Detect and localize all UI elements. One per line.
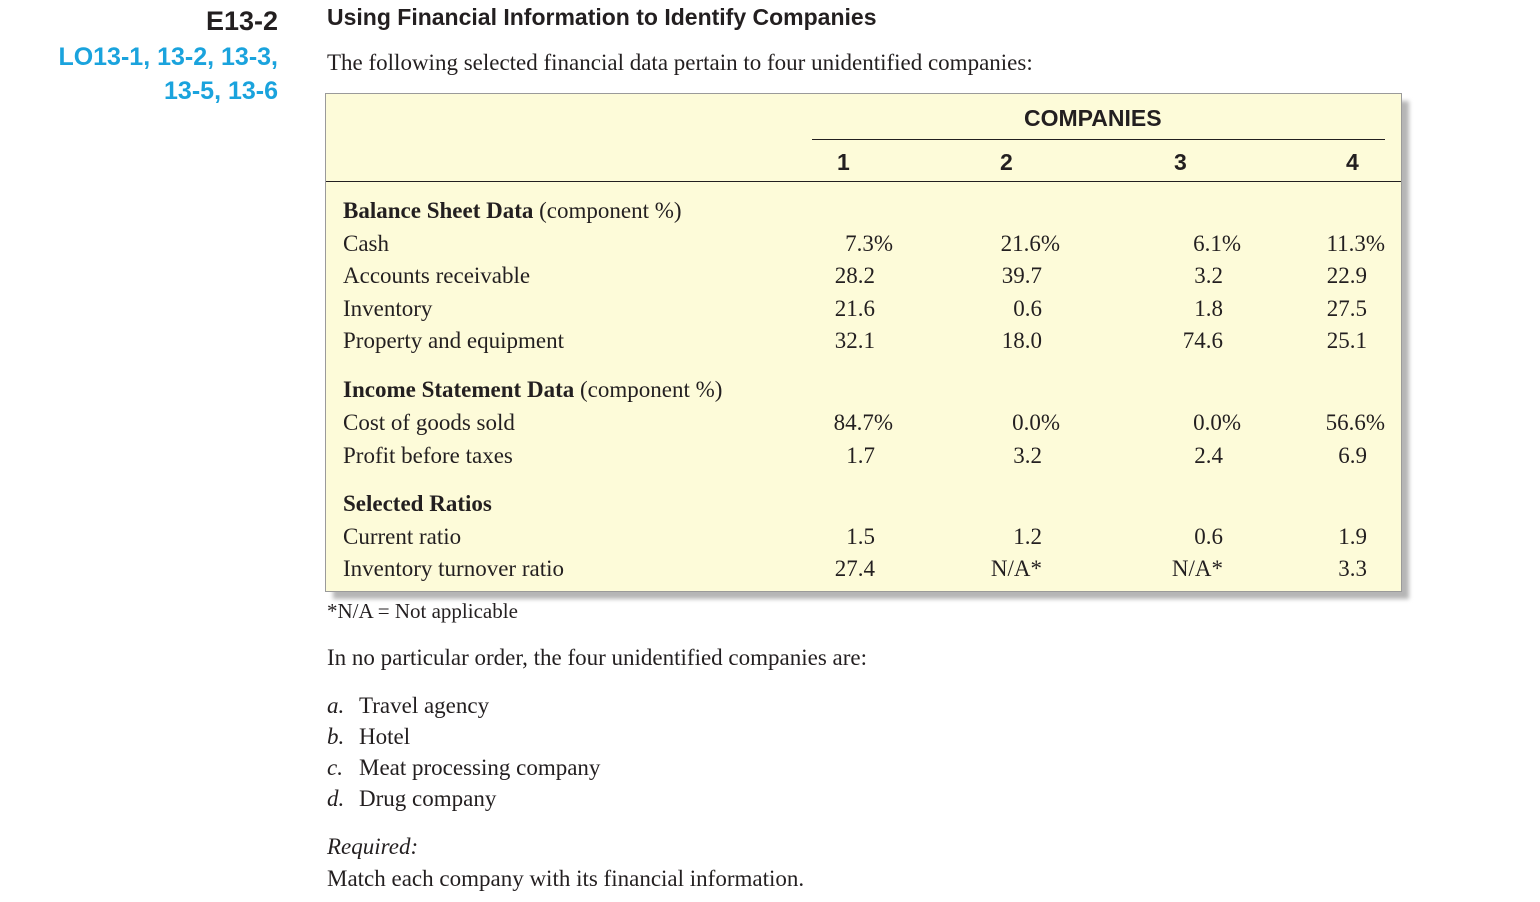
section-subtitle-text: (component %)	[539, 198, 682, 223]
learning-objectives-line-2: 13-5, 13-6	[164, 77, 278, 105]
row-label-accounts-receivable: Accounts receivable	[343, 263, 531, 288]
table-cell: 1.7	[846, 443, 875, 468]
table-cell: 39.7	[1001, 263, 1042, 288]
option-letter-b: b.	[327, 724, 345, 749]
section-title-income-statement: Income Statement Data (component %)	[343, 377, 722, 403]
column-header-4: 4	[1346, 149, 1359, 175]
option-letter-c: c.	[327, 755, 343, 780]
table-cell: 3.2	[1194, 263, 1223, 288]
option-text-d: Drug company	[359, 786, 497, 811]
column-header-3: 3	[1174, 149, 1187, 175]
column-header-1: 1	[837, 149, 850, 175]
exercise-title: Using Financial Information to Identify …	[327, 4, 877, 30]
table-cell: 32.1	[834, 328, 875, 353]
option-text-a: Travel agency	[359, 693, 490, 718]
companies-header-rule	[812, 139, 1385, 140]
table-cell: 1.5	[846, 524, 875, 549]
row-label-cost-of-goods-sold: Cost of goods sold	[343, 410, 515, 435]
table-cell: N/A*	[1171, 556, 1223, 581]
table-cell: 0.0%	[1012, 410, 1060, 435]
option-letter-d: d.	[327, 786, 345, 811]
table-cell: 7.3%	[845, 231, 893, 256]
table-cell: 84.7%	[833, 410, 893, 435]
table-cell: 1.8	[1194, 296, 1223, 321]
exercise-id: E13-2	[205, 6, 278, 36]
table-cell: 6.9	[1338, 443, 1367, 468]
row-label-current-ratio: Current ratio	[343, 524, 462, 549]
section-title-selected-ratios: Selected Ratios	[343, 491, 492, 517]
table-cell: 0.0%	[1193, 410, 1241, 435]
row-label-cash: Cash	[343, 231, 389, 256]
table-footnote: *N/A = Not applicable	[327, 599, 518, 623]
option-text-b: Hotel	[359, 724, 411, 749]
table-cell: N/A*	[990, 556, 1042, 581]
required-label: Required:	[327, 834, 419, 859]
financial-data-table	[325, 93, 1402, 592]
table-header-rule	[326, 181, 1401, 182]
table-cell: 56.6%	[1325, 410, 1385, 435]
required-text: Match each company with its financial in…	[327, 866, 805, 891]
row-label-inventory: Inventory	[343, 296, 433, 321]
table-cell: 3.2	[1013, 443, 1042, 468]
row-label-property-and-equipment: Property and equipment	[343, 328, 565, 353]
question-text: In no particular order, the four unident…	[327, 645, 868, 670]
table-cell: 74.6	[1182, 328, 1223, 353]
table-cell: 27.4	[834, 556, 875, 581]
option-letter-a: a.	[327, 693, 345, 718]
option-text-c: Meat processing company	[359, 755, 601, 780]
section-title-text: Selected Ratios	[343, 491, 492, 516]
learning-objectives-line-1: LO13-1, 13-2, 13-3,	[58, 43, 278, 71]
section-title-text: Income Statement Data	[343, 377, 575, 402]
row-label-inventory-turnover-ratio: Inventory turnover ratio	[343, 556, 564, 581]
section-title-text: Balance Sheet Data	[343, 198, 534, 223]
table-cell: 11.3%	[1326, 231, 1385, 256]
table-cell: 3.3	[1338, 556, 1367, 581]
row-label-profit-before-taxes: Profit before taxes	[343, 443, 513, 468]
table-cell: 21.6%	[1000, 231, 1060, 256]
companies-header: COMPANIES	[1024, 105, 1162, 131]
table-cell: 0.6	[1194, 524, 1223, 549]
table-cell: 21.6	[834, 296, 875, 321]
table-cell: 22.9	[1326, 263, 1367, 288]
table-cell: 1.2	[1013, 524, 1042, 549]
section-title-balance-sheet: Balance Sheet Data (component %)	[343, 198, 682, 224]
table-cell: 28.2	[834, 263, 875, 288]
column-header-2: 2	[1000, 149, 1013, 175]
table-cell: 2.4	[1194, 443, 1223, 468]
table-cell: 18.0	[1001, 328, 1042, 353]
table-cell: 0.6	[1013, 296, 1042, 321]
learning-objectives: LO13-1, 13-2, 13-3, 13-5, 13-6	[58, 40, 278, 108]
table-cell: 1.9	[1338, 524, 1367, 549]
table-cell: 27.5	[1326, 296, 1367, 321]
table-cell: 6.1%	[1193, 231, 1241, 256]
intro-text: The following selected financial data pe…	[327, 50, 1033, 75]
table-cell: 25.1	[1326, 328, 1367, 353]
section-subtitle-text: (component %)	[579, 377, 723, 402]
